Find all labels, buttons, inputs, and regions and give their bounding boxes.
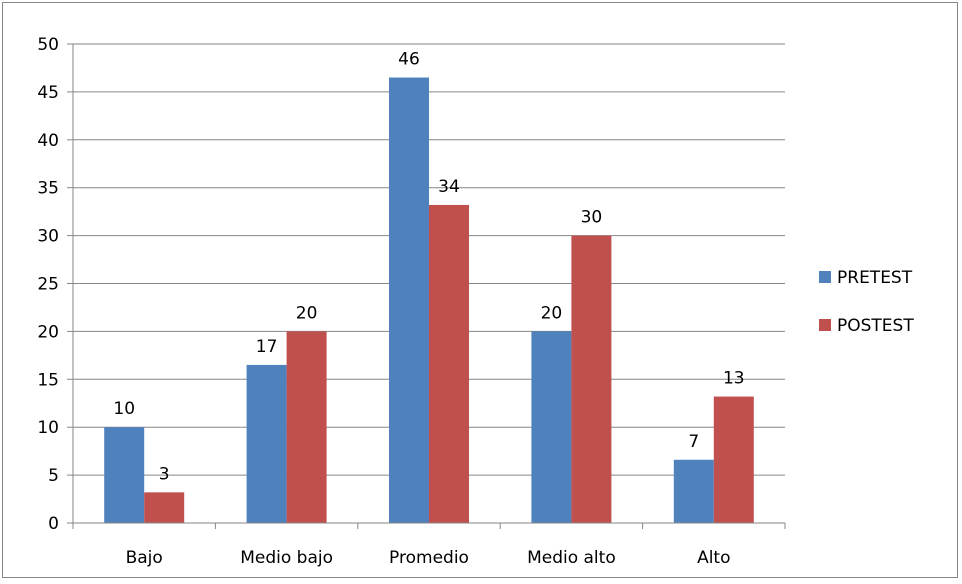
y-tick-label: 0 — [48, 514, 59, 534]
legend: PRETEST POSTEST — [819, 268, 914, 336]
y-tick-label: 5 — [48, 466, 59, 486]
legend-swatch-postest — [819, 319, 831, 331]
data-label-postest: 34 — [438, 177, 460, 197]
data-labels: 10 3 17 20 46 34 20 30 7 13 — [113, 50, 744, 485]
bar-chart: 0 5 10 15 20 25 30 35 40 45 50 Bajo Medio bajo Prome… — [37, 35, 914, 568]
bar-pretest — [389, 77, 429, 523]
y-tick-label: 15 — [37, 370, 59, 390]
y-tick-label: 25 — [37, 275, 59, 295]
bar-pretest — [104, 427, 145, 523]
y-tick-label: 30 — [37, 227, 59, 247]
bar-postest — [429, 204, 469, 523]
bar-pretest — [246, 364, 287, 523]
y-tick-label: 50 — [37, 35, 59, 55]
data-label-postest: 20 — [296, 303, 318, 323]
x-tick-label: Bajo — [126, 548, 163, 568]
data-label-pretest: 20 — [541, 303, 563, 323]
data-label-pretest: 7 — [688, 432, 699, 452]
bar-postest — [571, 235, 612, 523]
data-label-pretest: 46 — [398, 50, 420, 70]
y-tick-labels: 0 5 10 15 20 25 30 35 40 45 50 — [37, 35, 59, 534]
data-label-pretest: 17 — [256, 337, 278, 357]
bar-postest — [286, 331, 327, 523]
data-label-pretest: 10 — [113, 399, 135, 419]
x-tick-labels: Bajo Medio bajo Promedio Medio alto Alto — [126, 548, 731, 568]
legend-label-pretest: PRETEST — [837, 268, 913, 288]
x-tick-label: Alto — [697, 548, 730, 568]
y-tick-label: 40 — [37, 131, 59, 151]
legend-swatch-pretest — [819, 271, 831, 283]
y-tick-label: 10 — [37, 418, 59, 438]
bar-pretest — [673, 459, 714, 523]
x-tick-label: Promedio — [389, 548, 469, 568]
bar-postest — [713, 396, 754, 523]
x-tick-label: Medio bajo — [240, 548, 333, 568]
axes — [67, 43, 786, 529]
data-label-postest: 3 — [159, 464, 170, 484]
data-label-postest: 13 — [723, 369, 745, 389]
x-tick-label: Medio alto — [527, 548, 616, 568]
bars — [104, 77, 754, 523]
y-tick-label: 20 — [37, 322, 59, 342]
bar-pretest — [531, 331, 572, 523]
bar-postest — [144, 492, 185, 523]
data-label-postest: 30 — [581, 208, 603, 228]
y-tick-label: 35 — [37, 179, 59, 199]
legend-label-postest: POSTEST — [837, 316, 914, 336]
y-tick-label: 45 — [37, 83, 59, 103]
